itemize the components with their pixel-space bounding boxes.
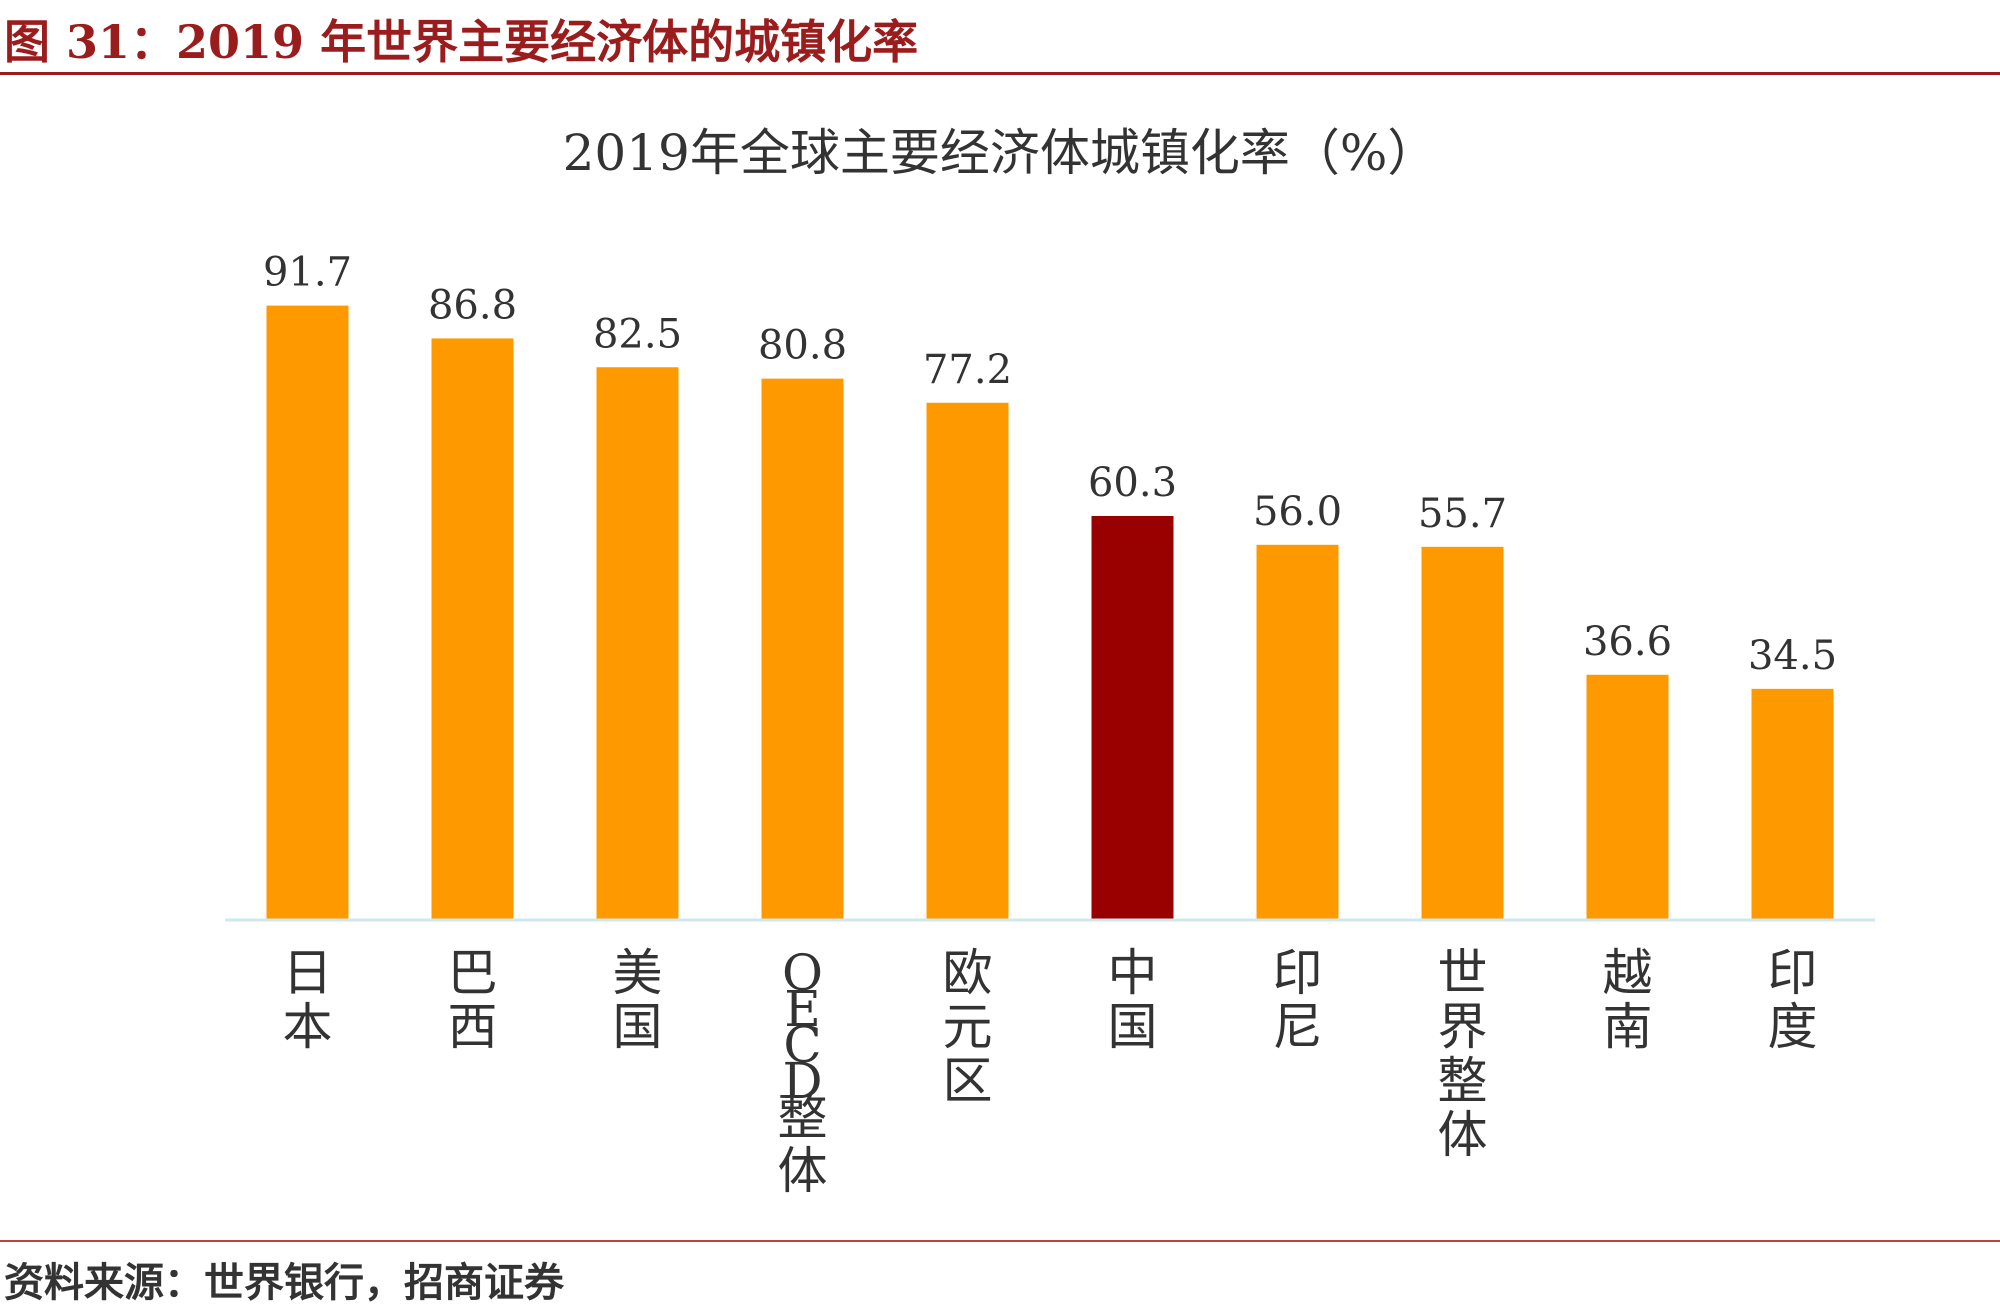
value-label-7: 55.7 <box>1418 491 1507 537</box>
header-rule <box>0 72 2000 75</box>
figure-header: 图 31：2019 年世界主要经济体的城镇化率 <box>0 0 2000 76</box>
category-label-6: 印尼 <box>1273 944 1323 1056</box>
bar-4 <box>926 402 1009 920</box>
bar-chart: 2019年全球主要经济体城镇化率（%） 91.7 日本 86.8 巴西 82.5 美国 80… <box>225 124 1875 1200</box>
category-label-7: 世界整体 <box>1438 944 1488 1164</box>
category-label-5: 中国 <box>1108 944 1158 1056</box>
category-label-3: O E C D 整体 <box>778 944 828 1200</box>
bar-6 <box>1256 544 1339 920</box>
category-label-0: 日本 <box>283 944 333 1056</box>
category-label-1: 巴西 <box>448 944 498 1056</box>
category-label-8: 越南 <box>1603 944 1653 1056</box>
value-label-1: 86.8 <box>428 282 517 328</box>
value-label-3: 80.8 <box>758 323 847 369</box>
value-label-5: 60.3 <box>1088 460 1177 506</box>
bar-3 <box>761 378 844 920</box>
source-note: 资料来源：世界银行，招商证券 <box>4 1259 564 1306</box>
value-label-8: 36.6 <box>1583 619 1672 665</box>
value-label-9: 34.5 <box>1748 633 1837 679</box>
value-label-6: 56.0 <box>1253 489 1342 535</box>
value-label-2: 82.5 <box>593 311 682 357</box>
chart-title: 2019年全球主要经济体城镇化率（%） <box>563 124 1438 182</box>
value-label-0: 91.7 <box>263 250 352 296</box>
bar-7 <box>1421 546 1504 920</box>
labels-layer: 91.7 日本 86.8 巴西 82.5 美国 80.8 O E C D 整体 77.2 欧元区 60.3 中… <box>263 250 1837 1200</box>
footer-rule <box>0 1240 2000 1242</box>
bar-9 <box>1751 688 1834 920</box>
category-label-4: 欧元区 <box>943 944 993 1110</box>
bar-0 <box>266 305 349 920</box>
category-label-2: 美国 <box>613 944 663 1056</box>
category-label-9: 印度 <box>1768 944 1818 1056</box>
value-label-4: 77.2 <box>923 347 1012 393</box>
figure-title: 图 31：2019 年世界主要经济体的城镇化率 <box>4 15 919 69</box>
bar-2 <box>596 367 679 920</box>
bars-layer <box>266 305 1834 920</box>
bar-5 <box>1091 515 1174 920</box>
bar-8 <box>1586 674 1669 920</box>
bar-1 <box>431 338 514 920</box>
